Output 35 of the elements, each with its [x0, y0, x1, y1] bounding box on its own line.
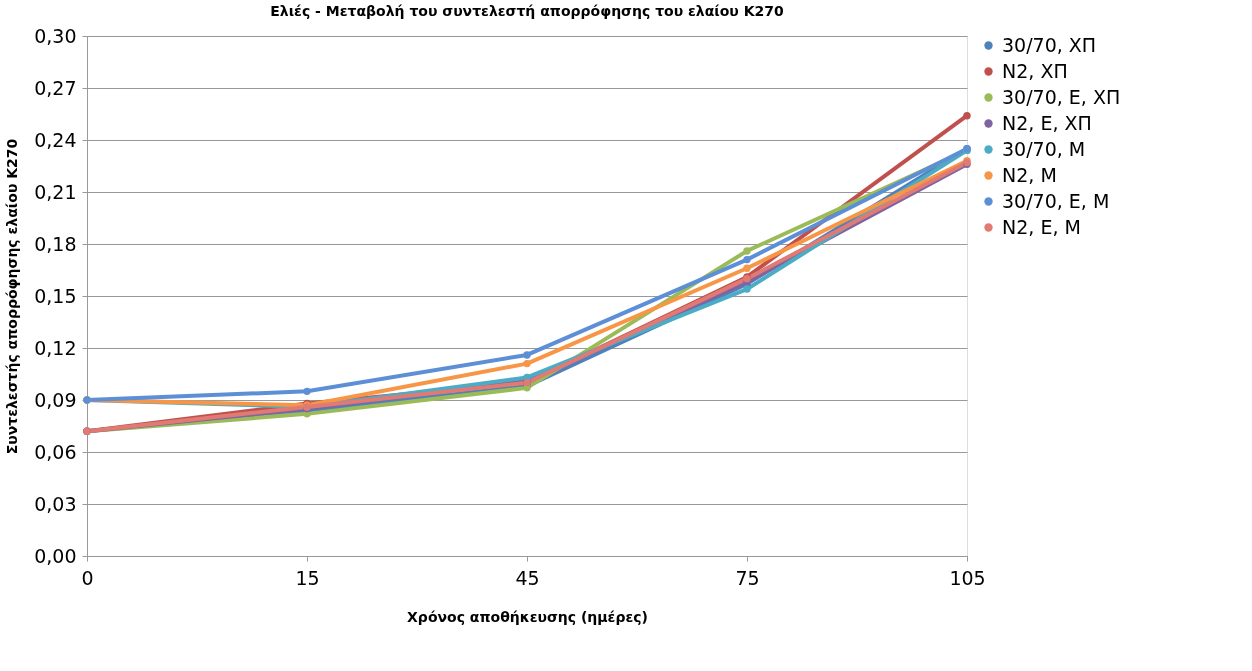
legend-label: 30/70, Ε, Μ [1002, 189, 1110, 212]
point [523, 359, 531, 368]
legend-label: N2, Ε, ΧΠ [1002, 111, 1092, 134]
point [963, 112, 971, 120]
y-tick-label: 0,27 [34, 76, 77, 99]
legend-label: 30/70, Ε, ΧΠ [1002, 85, 1121, 108]
y-tick-label: 0,03 [34, 492, 77, 515]
point [523, 351, 531, 359]
point [743, 255, 751, 264]
point [743, 285, 751, 293]
legend-label: 30/70, ΧΠ [1002, 33, 1097, 56]
x-tick-label: 75 [735, 566, 760, 589]
x-tick-label: 0 [81, 566, 94, 589]
x-tick-label: 15 [295, 566, 320, 589]
chart-title: Ελιές - Μεταβολή του συντελεστή απορρόφησης του ελαίου Κ270 [270, 3, 785, 19]
y-tick-label: 0,30 [34, 24, 77, 47]
legend-label: N2, Ε, Μ [1002, 215, 1081, 238]
y-tick-label: 0,12 [34, 336, 77, 359]
point [743, 247, 751, 255]
legend-label: 30/70, Μ [1002, 137, 1086, 160]
point [303, 387, 311, 396]
x-tick-label: 105 [949, 566, 986, 589]
legend-label: N2, ΧΠ [1002, 59, 1068, 82]
x-axis-title: Χρόνος αποθήκευσης (ημέρες) [407, 608, 648, 625]
x-tick-label: 45 [515, 566, 540, 589]
y-tick-label: 0,21 [34, 180, 77, 203]
y-tick-label: 0,24 [34, 128, 77, 151]
y-tick-label: 0,09 [34, 388, 77, 411]
point [743, 264, 751, 272]
y-axis-title: Συντελεστής απορρόφησης ελαίου Κ270 [4, 138, 21, 455]
y-tick-label: 0,15 [34, 284, 77, 307]
legend-label: N2, Μ [1002, 163, 1057, 186]
y-tick-label: 0,00 [34, 544, 77, 567]
y-tick-label: 0,06 [34, 440, 77, 463]
y-tick-label: 0,18 [34, 232, 77, 255]
